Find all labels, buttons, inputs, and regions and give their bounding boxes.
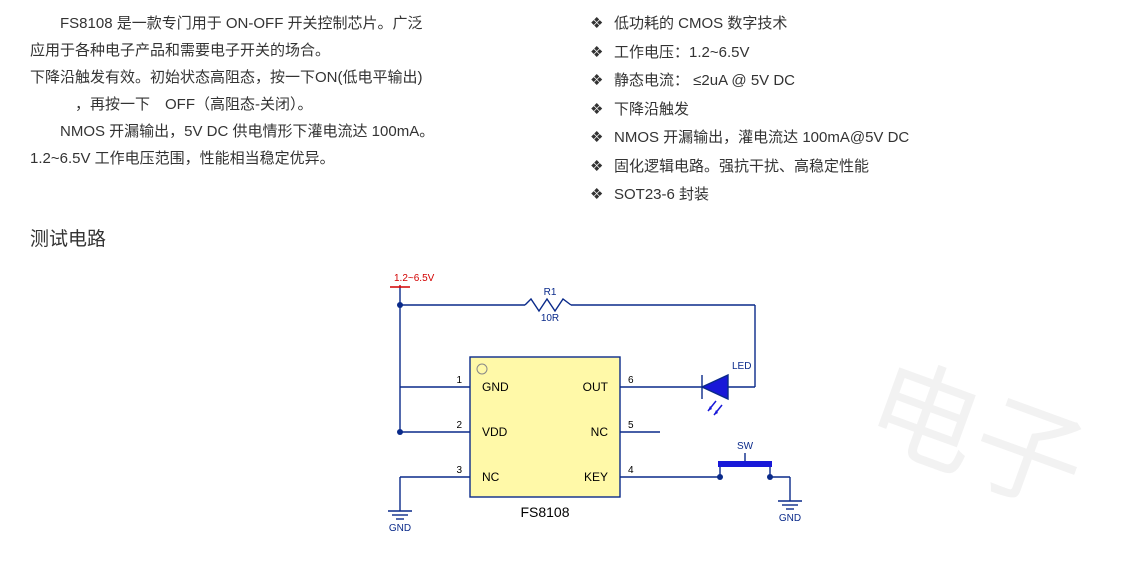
feature-text: 低功耗的 CMOS 数字技术 — [614, 10, 787, 39]
feature-item: ❖低功耗的 CMOS 数字技术 — [590, 10, 1100, 39]
svg-text:GND: GND — [779, 513, 801, 524]
feature-item: ❖固化逻辑电路。强抗干扰、高稳定性能 — [590, 153, 1100, 182]
bullet-icon: ❖ — [590, 96, 614, 125]
feature-text: 固化逻辑电路。强抗干扰、高稳定性能 — [614, 153, 869, 182]
svg-text:1.2~6.5V: 1.2~6.5V — [394, 273, 435, 284]
desc-line: 下降沿触发有效。初始状态高阻态，按一下ON(低电平输出) — [30, 64, 550, 91]
desc-line: 应用于各种电子产品和需要电子开关的场合。 — [30, 37, 550, 64]
feature-text: SOT23-6 封装 — [614, 181, 709, 210]
svg-text:6: 6 — [628, 375, 634, 386]
svg-text:LED: LED — [732, 361, 751, 372]
svg-text:VDD: VDD — [482, 425, 508, 439]
page-content: FS8108 是一款专门用于 ON-OFF 开关控制芯片。广泛 应用于各种电子产… — [30, 10, 1100, 557]
svg-text:KEY: KEY — [584, 470, 608, 484]
svg-text:OUT: OUT — [583, 380, 609, 394]
circuit-diagram: FS8108 1 GND 2 VDD 3 NC 6 OUT 5 NC 4 KEY 1.2~6.5V R1 10… — [285, 257, 845, 557]
bullet-icon: ❖ — [590, 181, 614, 210]
bullet-icon: ❖ — [590, 39, 614, 68]
svg-text:NC: NC — [591, 425, 609, 439]
svg-text:GND: GND — [389, 523, 411, 534]
feature-text: 工作电压：1.2~6.5V — [614, 39, 749, 68]
feature-text: 静态电流： ≤2uA @ 5V DC — [614, 67, 795, 96]
svg-text:10R: 10R — [541, 313, 559, 324]
feature-item: ❖工作电压：1.2~6.5V — [590, 39, 1100, 68]
feature-item: ❖下降沿触发 — [590, 96, 1100, 125]
circuit-diagram-wrap: FS8108 1 GND 2 VDD 3 NC 6 OUT 5 NC 4 KEY 1.2~6.5V R1 10… — [30, 257, 1100, 557]
svg-text:3: 3 — [456, 465, 462, 476]
feature-text: NMOS 开漏输出，灌电流达 100mA@5V DC — [614, 124, 909, 153]
feature-text: 下降沿触发 — [614, 96, 689, 125]
description-column: FS8108 是一款专门用于 ON-OFF 开关控制芯片。广泛 应用于各种电子产… — [30, 10, 550, 210]
svg-text:4: 4 — [628, 465, 634, 476]
desc-line: 1.2~6.5V 工作电压范围，性能相当稳定优异。 — [30, 145, 550, 172]
feature-item: ❖SOT23-6 封装 — [590, 181, 1100, 210]
svg-text:1: 1 — [456, 375, 462, 386]
section-title: 测试电路 — [30, 224, 1100, 251]
svg-text:2: 2 — [456, 420, 462, 431]
features-column: ❖低功耗的 CMOS 数字技术 ❖工作电压：1.2~6.5V ❖静态电流： ≤2… — [590, 10, 1100, 210]
bullet-icon: ❖ — [590, 124, 614, 153]
bullet-icon: ❖ — [590, 67, 614, 96]
top-row: FS8108 是一款专门用于 ON-OFF 开关控制芯片。广泛 应用于各种电子产… — [30, 10, 1100, 210]
svg-text:SW: SW — [737, 441, 754, 452]
svg-text:GND: GND — [482, 380, 509, 394]
svg-text:5: 5 — [628, 420, 634, 431]
svg-text:NC: NC — [482, 470, 500, 484]
feature-item: ❖NMOS 开漏输出，灌电流达 100mA@5V DC — [590, 124, 1100, 153]
desc-line: FS8108 是一款专门用于 ON-OFF 开关控制芯片。广泛 — [30, 10, 550, 37]
svg-text:R1: R1 — [544, 287, 557, 298]
bullet-icon: ❖ — [590, 153, 614, 182]
desc-line: ，再按一下 OFF（高阻态-关闭）。 — [30, 91, 550, 118]
feature-item: ❖静态电流： ≤2uA @ 5V DC — [590, 67, 1100, 96]
svg-text:FS8108: FS8108 — [520, 504, 569, 520]
desc-line: NMOS 开漏输出，5V DC 供电情形下灌电流达 100mA。 — [30, 118, 550, 145]
bullet-icon: ❖ — [590, 10, 614, 39]
